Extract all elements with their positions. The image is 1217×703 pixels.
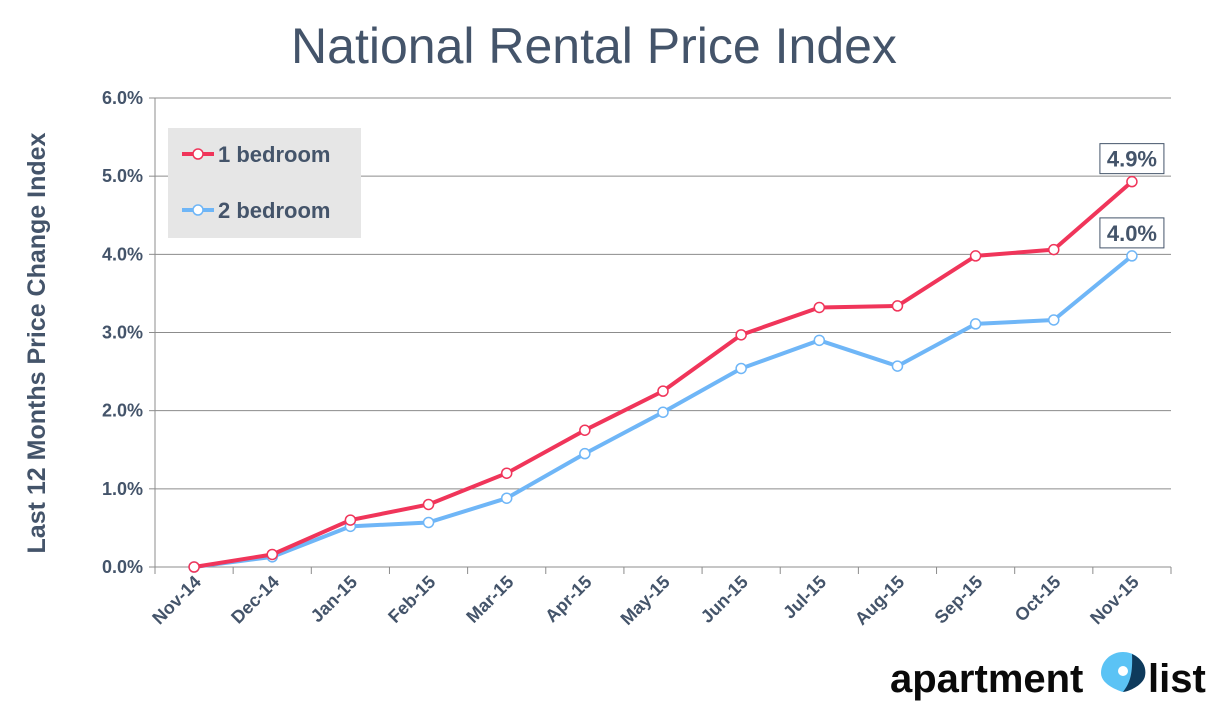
legend-swatch-marker	[192, 148, 204, 160]
logo-text-left: apartment	[890, 657, 1083, 701]
series-1-bedroom	[188, 175, 1138, 573]
legend: 1 bedroom 2 bedroom	[168, 128, 361, 238]
data-point	[969, 250, 982, 262]
data-point	[1126, 175, 1138, 188]
y-tick-label: 4.0%	[102, 244, 143, 264]
x-tick-label: Dec-14	[227, 572, 283, 628]
legend-background	[168, 128, 361, 238]
x-tick-label: Jan-15	[307, 572, 361, 626]
data-point	[579, 447, 591, 460]
data-label: 4.0%	[1107, 221, 1157, 246]
callouts: 4.9% 4.0%	[1099, 143, 1165, 249]
data-point	[891, 300, 904, 312]
x-tick-label: Apr-15	[541, 572, 595, 626]
y-tick-label: 0.0%	[102, 557, 143, 577]
x-tick-label: Nov-15	[1086, 572, 1143, 629]
y-tick-labels: 0.0% 1.0% 2.0% 3.0% 4.0% 5.0% 6.0%	[102, 88, 143, 577]
data-point	[735, 362, 747, 375]
data-point	[266, 548, 278, 561]
data-label-callout: 4.9%	[1099, 143, 1165, 175]
data-point	[1048, 314, 1060, 326]
legend-entry: 1 bedroom	[218, 142, 330, 167]
x-tick-label: Oct-15	[1011, 572, 1065, 626]
data-point	[422, 498, 435, 511]
x-tick-label: Jun-15	[697, 572, 752, 627]
x-tick-label: Nov-14	[148, 572, 205, 629]
data-point	[657, 385, 669, 397]
x-tick-label: May-15	[617, 572, 674, 629]
map-pin-dark	[1123, 654, 1146, 692]
y-tick-label: 3.0%	[102, 323, 143, 343]
logo-text-right: list	[1148, 657, 1206, 701]
data-point	[969, 318, 982, 330]
data-point	[188, 561, 200, 573]
data-point	[579, 424, 591, 436]
x-tick-label: Mar-15	[462, 572, 517, 627]
data-label: 4.9%	[1107, 147, 1157, 172]
data-point	[1126, 250, 1138, 262]
series-group	[188, 175, 1138, 573]
x-tick-labels: Nov-14 Dec-14 Jan-15 Feb-15 Mar-15 Apr-15 May-…	[148, 572, 1142, 629]
y-tick-label: 1.0%	[102, 479, 143, 499]
data-point	[422, 516, 435, 529]
callout-box	[1099, 217, 1165, 249]
chart-title: National Rental Price Index	[291, 18, 897, 74]
y-tick-label: 5.0%	[102, 166, 143, 186]
y-tick-label: 6.0%	[102, 88, 143, 108]
x-tick-label: Jul-15	[779, 572, 830, 623]
y-axis-label: Last 12 Months Price Change Index	[23, 132, 51, 553]
x-tick-label: Sep-15	[931, 572, 987, 628]
data-label-callout: 4.0%	[1099, 217, 1165, 249]
data-point	[735, 329, 747, 341]
series-2-bedroom	[188, 250, 1138, 573]
callout-box	[1099, 143, 1165, 175]
data-point	[500, 467, 513, 479]
x-tick-label: Feb-15	[384, 572, 439, 627]
data-point	[657, 406, 669, 418]
series-line	[193, 180, 1134, 569]
data-point	[1048, 243, 1060, 256]
data-point	[500, 492, 513, 504]
data-point	[813, 301, 826, 314]
apartment-list-logo: apartment list	[890, 652, 1206, 701]
map-pin-hole	[1118, 666, 1128, 676]
legend-entry: 2 bedroom	[218, 198, 330, 223]
data-point	[891, 360, 904, 372]
axes	[149, 97, 1172, 574]
data-point	[344, 514, 357, 526]
map-pin-icon	[1101, 652, 1146, 692]
y-tick-label: 2.0%	[102, 401, 143, 421]
x-tick-label: Aug-15	[851, 572, 908, 629]
legend-swatch-marker	[192, 204, 204, 216]
data-point	[813, 334, 826, 347]
